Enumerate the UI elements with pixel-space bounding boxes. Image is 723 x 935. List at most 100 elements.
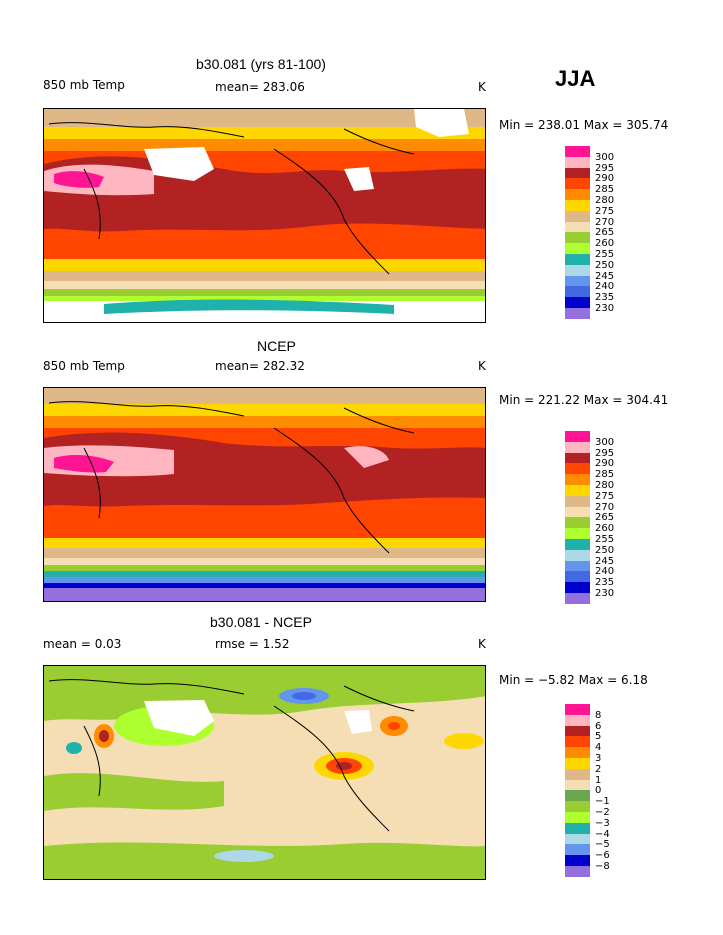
- panel1-band: [44, 139, 485, 151]
- panel3-minmax-label: Min = −5.82 Max = 6.18: [499, 673, 648, 687]
- legend-tick-label: −4: [595, 828, 610, 840]
- legend-tick-label: 300: [595, 151, 615, 163]
- panel2-band: [44, 404, 485, 416]
- legend-swatch: [565, 571, 590, 583]
- panel2-units-label: K: [478, 359, 486, 373]
- legend-swatch: [565, 855, 590, 866]
- legend-swatch: [565, 801, 590, 812]
- legend-tick-label: −5: [595, 839, 610, 851]
- legend-tick-label: 270: [595, 216, 615, 228]
- panel2-minmax-label: Min = 221.22 Max = 304.41: [499, 393, 669, 407]
- panel2-band: [44, 565, 485, 571]
- legend-swatch: [565, 582, 590, 593]
- legend-tick-label: 235: [595, 577, 615, 589]
- legend-tick-label: 285: [595, 469, 615, 481]
- panel3-missing: [144, 700, 214, 736]
- panel2-band: [44, 538, 485, 548]
- legend-swatch: [565, 768, 590, 780]
- panel2-band: [44, 558, 485, 565]
- panel1-minmax-label: Min = 238.01 Max = 305.74: [499, 118, 669, 132]
- panel2-band: [44, 571, 485, 577]
- legend-tick-label: 3: [595, 752, 602, 764]
- legend-tick-label: 4: [595, 742, 602, 754]
- panel3-band: [66, 742, 82, 754]
- legend-swatch: [565, 506, 590, 518]
- legend-tick-label: 250: [595, 259, 615, 271]
- legend-swatch: [565, 790, 590, 802]
- panel2-band: [344, 446, 389, 468]
- legend-swatch: [565, 264, 590, 276]
- panel2-band: [44, 583, 485, 588]
- legend-swatch: [565, 297, 590, 308]
- legend-tick-label: 280: [595, 479, 615, 491]
- legend-swatch: [565, 736, 590, 748]
- panel1-coastlines: [48, 122, 415, 275]
- legend-tick-label: 240: [595, 566, 615, 578]
- legend-tick-label: 295: [595, 162, 615, 174]
- panel3-band: [336, 762, 352, 770]
- legend-tick-label: −8: [595, 860, 610, 872]
- legend-swatch: [565, 474, 590, 485]
- panel3-map: [43, 665, 486, 880]
- legend-swatch: [565, 243, 590, 254]
- legend-swatch: [565, 865, 590, 877]
- panel3-rmse-label: rmse = 1.52: [215, 637, 290, 651]
- legend-swatch: [565, 538, 590, 550]
- panel3-missing: [344, 710, 372, 734]
- legend-swatch: [565, 779, 590, 791]
- panel2-map: [43, 387, 486, 602]
- panel2-title: NCEP: [257, 338, 296, 354]
- legend-tick-label: −3: [595, 817, 610, 829]
- panel2-band: [54, 455, 114, 473]
- legend-swatch: [565, 757, 590, 769]
- legend-swatch: [565, 833, 590, 845]
- legend-swatch: [565, 725, 590, 737]
- legend-swatch: [565, 307, 590, 319]
- panel1-contour-plot: [44, 109, 485, 322]
- legend-tick-label: 230: [595, 302, 615, 314]
- panel2-variable-label: 850 mb Temp: [43, 359, 125, 373]
- legend-swatch: [565, 452, 590, 464]
- legend-tick-label: 2: [595, 763, 602, 775]
- panel2-band: [44, 548, 485, 558]
- legend-tick-label: 0: [595, 785, 602, 797]
- legend-swatch: [565, 232, 590, 244]
- legend-tick-label: 295: [595, 447, 615, 459]
- legend-swatch: [565, 484, 590, 496]
- legend-swatch: [565, 146, 590, 157]
- panel3-title: b30.081 - NCEP: [210, 614, 312, 630]
- legend-tick-label: 290: [595, 458, 615, 470]
- panel1-mean-label: mean= 283.06: [215, 80, 305, 94]
- panel2-contour-plot: [44, 388, 485, 601]
- panel2-band: [44, 388, 485, 404]
- legend-swatch: [565, 221, 590, 233]
- legend-tick-label: 1: [595, 774, 602, 786]
- panel1-band: [44, 156, 485, 232]
- legend-swatch: [565, 441, 590, 453]
- panel3-band: [292, 692, 316, 700]
- legend-tick-label: 265: [595, 512, 615, 524]
- legend-swatch: [565, 811, 590, 823]
- legend-tick-label: −1: [595, 796, 610, 808]
- legend-swatch: [565, 286, 590, 298]
- panel3-band: [388, 722, 400, 730]
- legend-swatch: [565, 431, 590, 442]
- legend-swatch: [565, 714, 590, 726]
- panel1-units-label: K: [478, 80, 486, 94]
- panel2-coastlines: [48, 401, 415, 554]
- legend-tick-label: 260: [595, 238, 615, 250]
- legend-swatch: [565, 253, 590, 265]
- legend-swatch: [565, 275, 590, 287]
- legend-tick-label: 230: [595, 587, 615, 599]
- legend-swatch: [565, 704, 590, 715]
- panel3-contour-plot: [44, 666, 485, 879]
- legend-tick-label: 290: [595, 173, 615, 185]
- panel3-units-label: K: [478, 637, 486, 651]
- panel1-missing: [144, 147, 214, 181]
- season-label: JJA: [555, 66, 596, 91]
- legend-swatch: [565, 199, 590, 211]
- panel1-band: [44, 127, 485, 139]
- legend-swatch: [565, 189, 590, 200]
- panel3-band: [44, 842, 485, 879]
- legend-tick-label: 300: [595, 436, 615, 448]
